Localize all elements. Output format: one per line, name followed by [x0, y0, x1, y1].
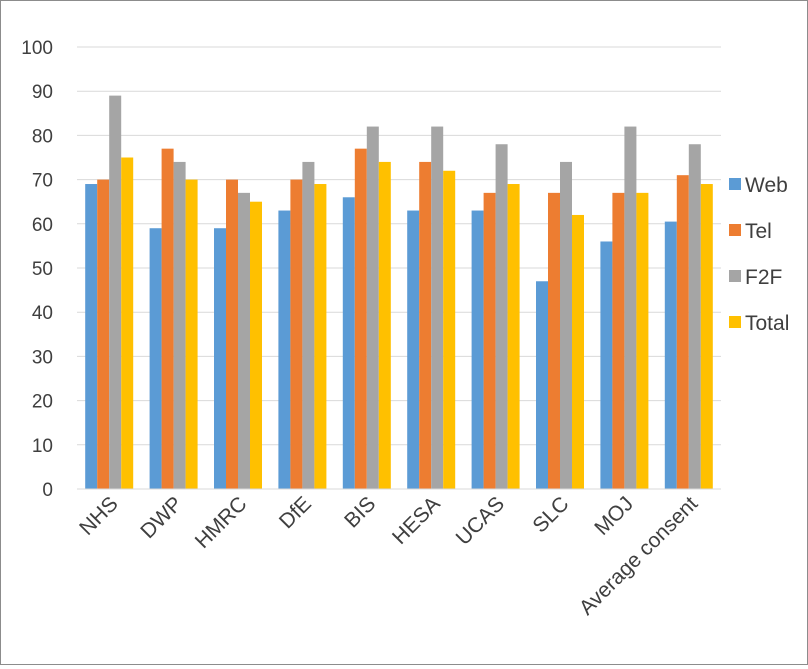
y-tick-label: 100	[21, 38, 53, 59]
bar-web-bis	[342, 197, 355, 489]
bar-total-dwp	[185, 179, 198, 489]
bar-web-ucas	[471, 210, 484, 490]
y-axis-tick-labels: 0 10 20 30 40 50 60 70 80 90 100	[21, 38, 53, 501]
bar-tel-slc	[548, 192, 560, 490]
bar-f2f-hesa	[431, 126, 444, 489]
bar-web-hmrc	[214, 228, 226, 489]
bar-total-nhs	[121, 157, 134, 489]
x-category-label: DfE	[275, 492, 316, 533]
bar-f2f-dfe	[302, 161, 315, 490]
x-category-label: HMRC	[191, 492, 252, 553]
bar-total-bis	[378, 161, 391, 490]
bar-total-ucas	[507, 184, 520, 489]
legend-swatch	[729, 316, 741, 328]
bar-total-moj	[636, 192, 649, 490]
bar-total-dfe	[314, 184, 327, 489]
bar-total-hmrc	[250, 201, 262, 489]
y-tick-label: 0	[42, 480, 53, 501]
bar-tel-nhs	[97, 179, 110, 489]
bar-f2f-moj	[624, 126, 637, 489]
legend-item-tel: Tel	[729, 220, 772, 243]
x-category-label: UCAS	[452, 492, 510, 550]
bar-f2f-average-consent	[688, 144, 701, 490]
bar-f2f-slc	[560, 161, 572, 490]
y-tick-label: 30	[32, 347, 53, 368]
bar-f2f-hmrc	[238, 192, 250, 490]
bar-web-moj	[600, 241, 613, 489]
y-tick-label: 80	[32, 126, 53, 147]
y-tick-label: 40	[32, 303, 53, 324]
x-category-label: DWP	[136, 492, 187, 543]
y-tick-label: 50	[32, 259, 53, 280]
bar-total-slc	[572, 214, 584, 489]
legend-item-web: Web	[729, 174, 788, 197]
bar-tel-bis	[354, 148, 367, 489]
y-tick-label: 10	[32, 436, 53, 457]
bar-web-hesa	[407, 210, 420, 490]
x-category-label: MOJ	[590, 492, 638, 540]
x-category-label: NHS	[75, 492, 123, 540]
legend-swatch	[729, 178, 741, 190]
bar-f2f-bis	[366, 126, 379, 489]
bar-web-dfe	[278, 210, 291, 490]
series-total	[121, 157, 713, 490]
bar-series	[85, 95, 713, 490]
bar-tel-hmrc	[226, 179, 238, 489]
series-tel	[97, 148, 689, 490]
legend-label: F2F	[745, 266, 782, 289]
legend-swatch	[729, 270, 741, 282]
bar-tel-ucas	[483, 192, 496, 490]
legend-label: Web	[745, 174, 788, 197]
legend-item-f2f: F2F	[729, 266, 782, 289]
legend-item-total: Total	[729, 312, 789, 335]
legend-swatch	[729, 224, 741, 236]
bar-web-average-consent	[664, 221, 677, 489]
bar-f2f-nhs	[109, 95, 122, 490]
x-category-label: BIS	[340, 492, 380, 532]
bar-tel-dwp	[161, 148, 174, 489]
x-category-label: Average consent	[575, 492, 703, 620]
y-tick-label: 20	[32, 392, 53, 413]
bar-tel-hesa	[419, 161, 432, 490]
series-web	[85, 184, 677, 490]
bar-tel-dfe	[290, 179, 303, 489]
bar-f2f-dwp	[173, 161, 186, 490]
bar-f2f-ucas	[495, 144, 508, 490]
bar-tel-moj	[612, 192, 625, 490]
legend: Web Tel F2F Total	[729, 174, 789, 335]
bar-tel-average-consent	[676, 175, 689, 489]
x-category-label: SLC	[528, 492, 573, 537]
legend-label: Tel	[745, 220, 772, 243]
y-tick-label: 70	[32, 171, 53, 192]
legend-label: Total	[745, 312, 789, 335]
x-category-label: HESA	[388, 492, 445, 549]
bar-total-hesa	[443, 170, 456, 489]
y-tick-label: 60	[32, 215, 53, 236]
bar-web-dwp	[149, 228, 162, 489]
bar-total-average-consent	[700, 184, 713, 489]
series-f2f	[109, 95, 701, 490]
bar-web-slc	[536, 281, 548, 489]
bar-web-nhs	[85, 184, 98, 489]
y-tick-label: 90	[32, 82, 53, 103]
